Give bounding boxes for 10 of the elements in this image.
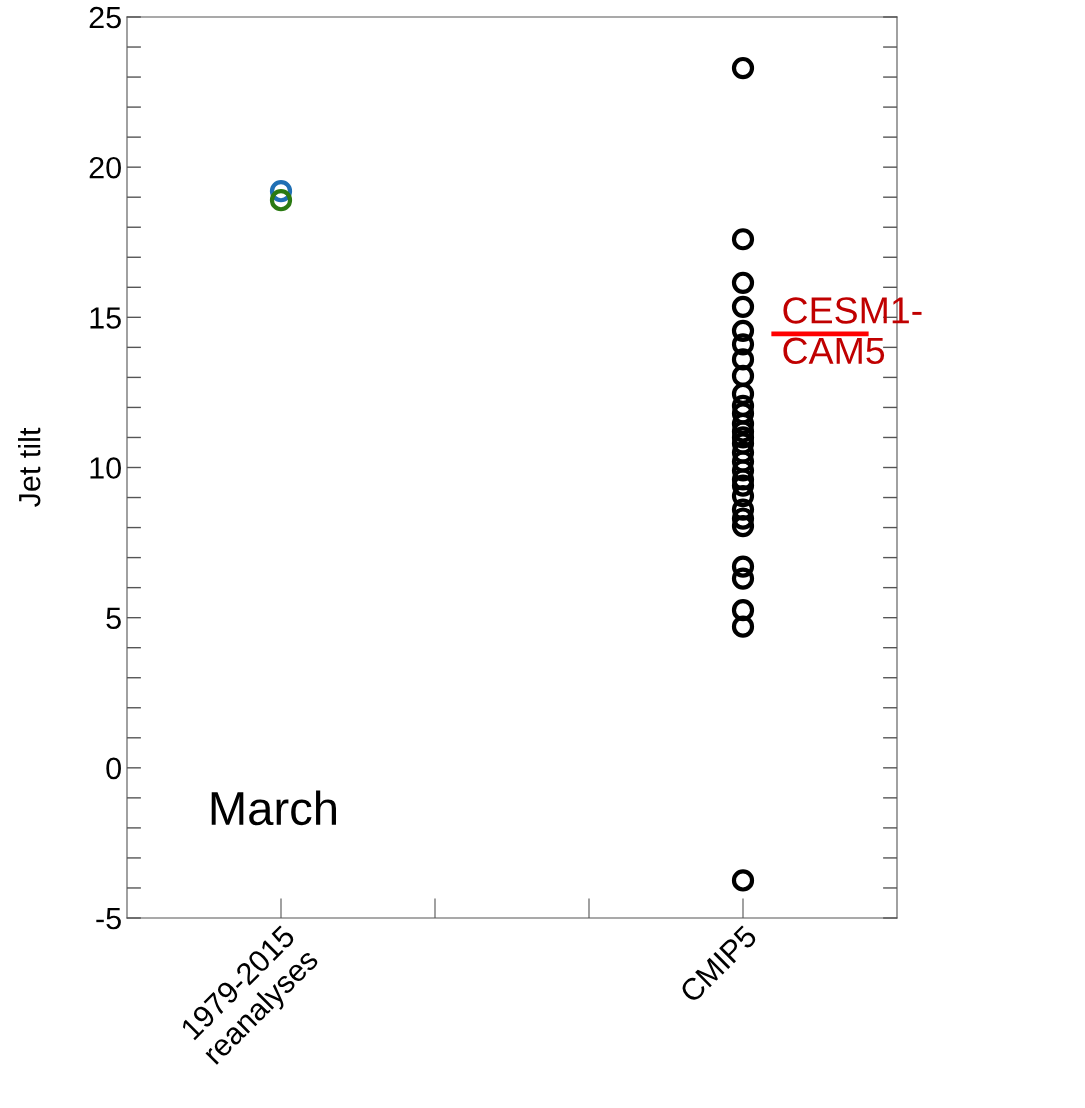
y-tick-label: 0	[106, 757, 121, 780]
y-tick-label: 15	[90, 307, 121, 329]
y-tick-label: 5	[106, 607, 121, 630]
y-tick-label: 25	[89, 6, 121, 29]
y-tick-label: 20	[89, 156, 121, 179]
y-tick-label: -5	[96, 908, 121, 930]
y-tick-label: 10	[90, 457, 121, 479]
annotation: March	[211, 790, 336, 826]
y-axis-title: Jet tilt	[18, 427, 41, 507]
ref-line-label: CESM1-CAM5	[783, 297, 922, 365]
